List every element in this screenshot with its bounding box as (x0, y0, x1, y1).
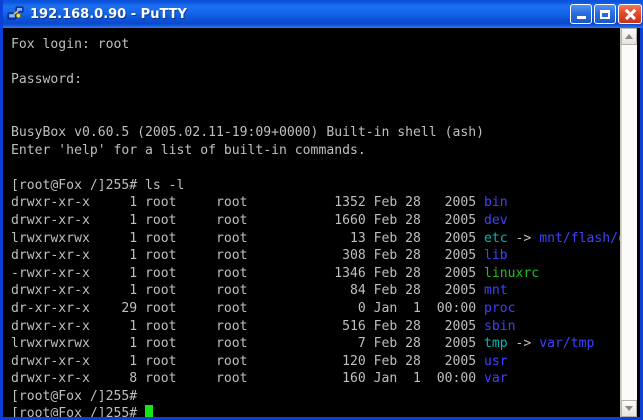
scroll-down-arrow[interactable] (621, 400, 637, 417)
window-title: 192.168.0.90 - PuTTY (30, 6, 187, 22)
title-bar[interactable]: 192.168.0.90 - PuTTY (3, 0, 643, 28)
terminal-line-blank (11, 54, 626, 72)
maximize-icon (600, 9, 610, 19)
table-row: lrwxrwxrwx 1 root root 13 Feb 28 2005 et… (11, 230, 626, 248)
listing-name: usr (484, 353, 508, 369)
command-text: ls -l (145, 177, 185, 193)
minimize-icon (576, 16, 586, 19)
listing-name: linuxrc (484, 265, 540, 281)
listing-meta: dr-xr-xr-x 29 root root 0 Jan 1 00:00 (11, 300, 484, 316)
terminal-screen: Fox login: root Password: BusyBox v0.60.5 … (11, 36, 626, 417)
putty-network-icon (7, 5, 25, 23)
listing-name: mnt (484, 283, 508, 299)
scrollbar-track[interactable] (621, 45, 637, 400)
listing-meta: drwxr-xr-x 1 root root 308 Feb 28 2005 (11, 248, 484, 264)
table-row: drwxr-xr-x 1 root root 84 Feb 28 2005 mn… (11, 282, 626, 300)
listing-name: dev (484, 212, 508, 228)
table-row: drwxr-xr-x 1 root root 516 Feb 28 2005 s… (11, 318, 626, 336)
maximize-button[interactable] (594, 4, 616, 24)
listing-meta: drwxr-xr-x 1 root root 120 Feb 28 2005 (11, 353, 484, 369)
close-icon (624, 8, 636, 20)
listing-meta: lrwxrwxrwx 1 root root 7 Feb 28 2005 (11, 336, 484, 352)
listing-name: sbin (484, 318, 516, 334)
listing-target: mnt/flash/etc (539, 230, 626, 246)
listing-meta: drwxr-xr-x 1 root root 516 Feb 28 2005 (11, 318, 484, 334)
terminal-line-blank (11, 89, 626, 107)
listing-name: lib (484, 248, 508, 264)
table-row: lrwxrwxrwx 1 root root 7 Feb 28 2005 tmp… (11, 335, 626, 353)
listing-meta: drwxr-xr-x 1 root root 1660 Feb 28 2005 (11, 212, 484, 228)
listing-arrow: -> (507, 336, 540, 352)
scroll-down-icon (625, 406, 633, 411)
terminal-cursor (145, 405, 153, 417)
table-row: drwxr-xr-x 1 root root 120 Feb 28 2005 u… (11, 353, 626, 371)
busybox-banner: BusyBox v0.60.5 (2005.02.11-19:09+0000) … (11, 124, 484, 140)
table-row: drwxr-xr-x 1 root root 308 Feb 28 2005 l… (11, 247, 626, 265)
table-row: drwxr-xr-x 8 root root 160 Jan 1 00:00 v… (11, 370, 626, 388)
scroll-up-icon (625, 34, 633, 39)
listing-arrow: -> (507, 230, 540, 246)
terminal-line-banner: BusyBox v0.60.5 (2005.02.11-19:09+0000) … (11, 124, 626, 142)
minimize-button[interactable] (570, 4, 592, 24)
listing-name: bin (484, 195, 508, 211)
listing-meta: lrwxrwxrwx 1 root root 13 Feb 28 2005 (11, 230, 484, 246)
listing-name: tmp (484, 336, 508, 352)
close-button[interactable] (618, 4, 642, 24)
window-buttons (570, 4, 642, 24)
listing-name: proc (484, 300, 516, 316)
table-row: drwxr-xr-x 1 root root 1352 Feb 28 2005 … (11, 194, 626, 212)
table-row: dr-xr-xr-x 29 root root 0 Jan 1 00:00 pr… (11, 300, 626, 318)
shell-prompt: [root@Fox /]255# (11, 406, 146, 417)
listing-meta: -rwxr-xr-x 1 root root 1346 Feb 28 2005 (11, 265, 484, 281)
terminal-line-command: [root@Fox /]255# ls -l (11, 177, 626, 195)
terminal-output-area[interactable]: Fox login: root Password: BusyBox v0.60.5 … (6, 28, 626, 417)
login-line: Fox login: root (11, 37, 130, 52)
password-line: Password: (11, 72, 82, 88)
shell-prompt: [root@Fox /]255# (11, 177, 146, 193)
terminal-line-password: Password: (11, 71, 626, 89)
terminal-line-help: Enter 'help' for a list of built-in comm… (11, 142, 626, 160)
scroll-up-arrow[interactable] (621, 28, 637, 45)
help-hint: Enter 'help' for a list of built-in comm… (11, 142, 366, 158)
listing-meta: drwxr-xr-x 1 root root 1352 Feb 28 2005 (11, 195, 484, 211)
listing-meta: drwxr-xr-x 8 root root 160 Jan 1 00:00 (11, 371, 484, 387)
listing-target: var/tmp (539, 336, 595, 352)
terminal-line-prompt-cursor: [root@Fox /]255# (11, 405, 626, 417)
listing-meta: drwxr-xr-x 1 root root 84 Feb 28 2005 (11, 283, 484, 299)
terminal-scrollbar[interactable] (620, 28, 637, 417)
terminal-line-login: Fox login: root (11, 36, 626, 54)
table-row: drwxr-xr-x 1 root root 1660 Feb 28 2005 … (11, 212, 626, 230)
terminal-line-blank (11, 159, 626, 177)
table-row: -rwxr-xr-x 1 root root 1346 Feb 28 2005 … (11, 265, 626, 283)
listing-name: var (484, 371, 508, 387)
shell-prompt: [root@Fox /]255# (11, 388, 138, 404)
listing-name: etc (484, 230, 508, 246)
terminal-line-prompt: [root@Fox /]255# (11, 388, 626, 406)
terminal-line-blank (11, 106, 626, 124)
